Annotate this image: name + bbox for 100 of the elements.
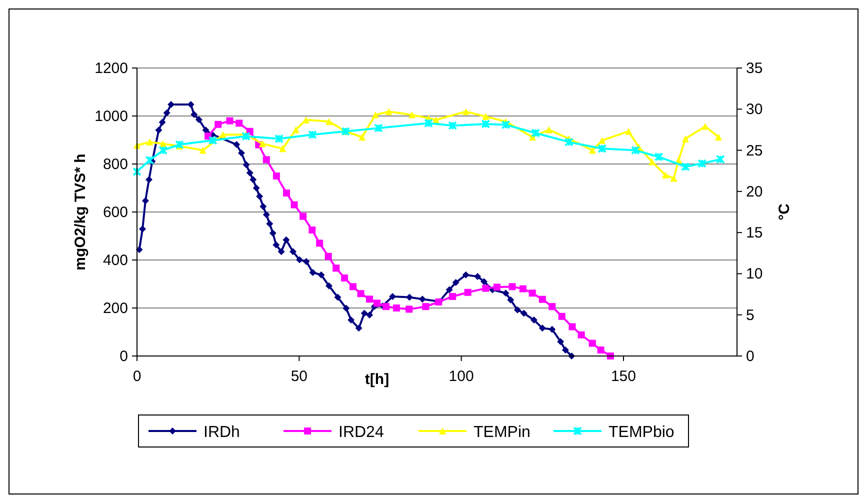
point: [531, 128, 540, 138]
point: [482, 113, 490, 120]
point: [697, 158, 706, 168]
point: [448, 121, 458, 130]
y2-tick-label: 35: [746, 60, 763, 77]
point: [564, 138, 574, 147]
legend-label: IRDh: [204, 424, 240, 441]
point: [358, 134, 366, 141]
point: [316, 240, 324, 247]
y-axis-title: mgO2/kg TVS* h: [72, 154, 89, 270]
point: [382, 303, 390, 310]
point: [300, 212, 307, 220]
point: [625, 128, 632, 135]
point: [519, 285, 526, 292]
x-axis-title: t[h]: [364, 371, 390, 388]
point: [385, 108, 392, 116]
point: [283, 190, 290, 197]
point: [241, 132, 250, 141]
point: [272, 172, 280, 180]
y2-tick-label: 20: [746, 183, 763, 200]
point: [374, 300, 380, 307]
x-tick-label: 150: [610, 368, 636, 385]
point: [598, 136, 606, 144]
y-tick-label: 800: [102, 156, 128, 173]
point: [680, 162, 690, 172]
point: [326, 118, 332, 125]
point: [406, 306, 413, 313]
point: [372, 111, 379, 118]
point: [508, 283, 516, 290]
point: [702, 122, 709, 130]
y-tick-label: 1000: [94, 108, 128, 125]
point: [408, 111, 416, 118]
point: [208, 136, 218, 145]
point: [366, 296, 374, 303]
point: [292, 126, 300, 134]
point: [588, 146, 596, 154]
point: [308, 226, 316, 234]
point: [568, 323, 576, 330]
legend-label: IRD24: [338, 424, 384, 441]
point: [174, 140, 184, 150]
y2-tick-label: 5: [746, 306, 754, 324]
point: [715, 134, 722, 141]
point: [374, 124, 384, 133]
point: [424, 118, 434, 128]
point: [274, 134, 284, 144]
point: [482, 284, 490, 292]
point: [494, 284, 500, 291]
point: [290, 201, 298, 208]
point: [449, 292, 456, 300]
point: [648, 158, 656, 166]
point: [332, 264, 340, 272]
point: [146, 138, 154, 146]
point: [578, 331, 585, 338]
point: [548, 303, 556, 310]
point: [545, 126, 552, 134]
point: [392, 304, 400, 312]
point: [422, 303, 430, 310]
y2-tick-label: 15: [746, 224, 763, 242]
point: [226, 117, 234, 124]
point: [279, 145, 286, 152]
point: [462, 108, 470, 116]
point: [662, 171, 669, 178]
point: [236, 120, 243, 127]
point: [341, 274, 348, 282]
y2-tick-label: 10: [746, 266, 763, 283]
point: [219, 131, 226, 138]
point: [464, 288, 472, 296]
y2-tick-label: 30: [746, 101, 763, 118]
point: [654, 152, 664, 162]
point: [158, 146, 168, 155]
y2-tick-label: 25: [746, 142, 763, 160]
point: [630, 146, 640, 155]
y2-axis-title: °C: [776, 203, 793, 220]
point: [598, 144, 607, 154]
point: [501, 120, 510, 130]
y-tick-label: 400: [102, 252, 128, 269]
legend-label: TEMPbio: [608, 424, 674, 441]
y-tick-label: 200: [102, 300, 128, 317]
point: [350, 283, 356, 290]
point: [597, 346, 604, 354]
point: [199, 146, 206, 154]
y-tick-label: 600: [102, 204, 128, 221]
x-tick-label: 50: [290, 368, 308, 385]
point: [588, 340, 596, 347]
y2-tick-label: 0: [746, 348, 754, 365]
point: [670, 174, 678, 182]
x-tick-label: 100: [448, 368, 474, 385]
x-tick-label: 0: [132, 368, 142, 385]
point: [538, 296, 546, 303]
point: [214, 120, 222, 128]
point: [481, 119, 490, 128]
point: [558, 312, 566, 320]
legend-label: TEMPin: [474, 424, 530, 441]
point: [145, 156, 154, 165]
y-tick-label: 0: [120, 348, 128, 365]
point: [682, 135, 689, 142]
point: [357, 290, 364, 298]
point: [528, 290, 536, 297]
point: [262, 156, 270, 164]
y-tick-label: 1200: [94, 60, 128, 77]
